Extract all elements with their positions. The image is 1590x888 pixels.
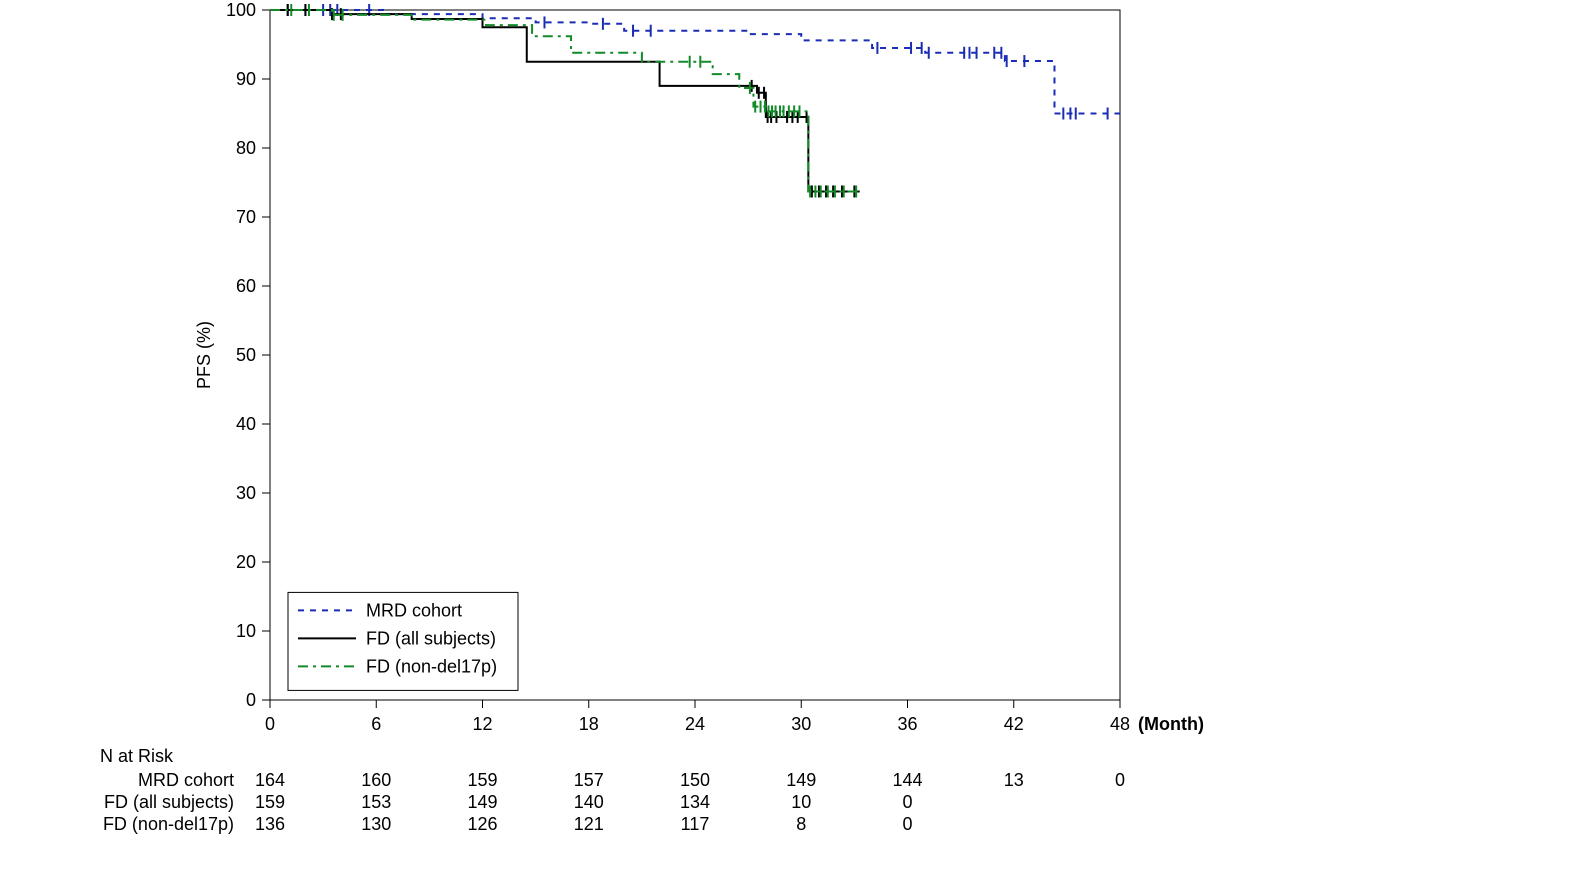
y-tick-label: 30	[236, 483, 256, 503]
y-tick-label: 10	[236, 621, 256, 641]
km-chart-container: 0102030405060708090100PFS (%)06121824303…	[0, 0, 1590, 888]
x-tick-label: 18	[579, 714, 599, 734]
x-tick-label: 24	[685, 714, 705, 734]
risk-cell: 0	[902, 792, 912, 812]
risk-cell: 10	[791, 792, 811, 812]
y-tick-label: 90	[236, 69, 256, 89]
y-tick-label: 0	[246, 690, 256, 710]
legend-label-fd_all: FD (all subjects)	[366, 628, 496, 648]
x-tick-label: 42	[1004, 714, 1024, 734]
risk-table-title: N at Risk	[100, 746, 174, 766]
x-axis-title: (Month)	[1138, 714, 1204, 734]
risk-cell: 159	[467, 770, 497, 790]
legend-label-mrd: MRD cohort	[366, 600, 462, 620]
risk-cell: 159	[255, 792, 285, 812]
risk-cell: 8	[796, 814, 806, 834]
x-tick-label: 36	[897, 714, 917, 734]
risk-cell: 136	[255, 814, 285, 834]
risk-cell: 130	[361, 814, 391, 834]
risk-row-label: FD (all subjects)	[104, 792, 234, 812]
risk-cell: 164	[255, 770, 285, 790]
risk-cell: 149	[467, 792, 497, 812]
risk-cell: 150	[680, 770, 710, 790]
risk-row-label: MRD cohort	[138, 770, 234, 790]
y-tick-label: 70	[236, 207, 256, 227]
x-tick-label: 6	[371, 714, 381, 734]
risk-cell: 134	[680, 792, 710, 812]
risk-cell: 144	[892, 770, 922, 790]
x-tick-label: 0	[265, 714, 275, 734]
legend-label-fd_non: FD (non-del17p)	[366, 656, 497, 676]
risk-cell: 140	[574, 792, 604, 812]
km-chart-svg: 0102030405060708090100PFS (%)06121824303…	[0, 0, 1590, 888]
risk-cell: 121	[574, 814, 604, 834]
risk-cell: 149	[786, 770, 816, 790]
risk-cell: 0	[902, 814, 912, 834]
x-tick-label: 48	[1110, 714, 1130, 734]
x-tick-label: 12	[472, 714, 492, 734]
y-tick-label: 20	[236, 552, 256, 572]
x-tick-label: 30	[791, 714, 811, 734]
risk-cell: 117	[681, 814, 710, 834]
risk-row-label: FD (non-del17p)	[103, 814, 234, 834]
risk-cell: 157	[574, 770, 604, 790]
risk-cell: 160	[361, 770, 391, 790]
y-tick-label: 40	[236, 414, 256, 434]
y-axis-title: PFS (%)	[194, 321, 214, 389]
y-tick-label: 80	[236, 138, 256, 158]
risk-cell: 153	[361, 792, 391, 812]
risk-cell: 0	[1115, 770, 1125, 790]
y-tick-label: 100	[226, 0, 256, 20]
risk-cell: 126	[467, 814, 497, 834]
y-tick-label: 60	[236, 276, 256, 296]
y-tick-label: 50	[236, 345, 256, 365]
risk-cell: 13	[1004, 770, 1024, 790]
